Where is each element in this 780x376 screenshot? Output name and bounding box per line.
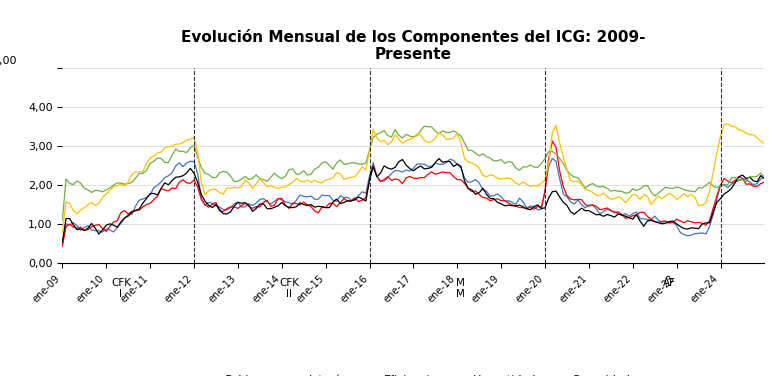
Interés [339,196,349,201]
Gobierno [58,240,67,245]
Honestidad [588,181,597,186]
Gobierno [339,196,349,200]
Interés [548,139,557,143]
Interés [58,244,67,248]
Text: CFK: CFK [111,278,131,288]
Interés [588,203,597,207]
Gobierno [588,203,597,207]
Line: Honestidad: Honestidad [62,126,764,220]
Text: 5,00: 5,00 [0,56,16,66]
Gobierno [222,208,232,212]
Title: Evolución Mensual de los Componentes del ICG: 2009-
Presente: Evolución Mensual de los Componentes del… [181,29,646,62]
Text: II: II [286,289,292,299]
Eficiencia [584,208,594,213]
Capacidad [584,188,594,193]
Capacidad [493,176,502,180]
Honestidad [222,170,232,174]
Capacidad [222,186,232,191]
Legend: Gobierno, Interés, Eficiencia, Honestidad, Capacidad: Gobierno, Interés, Eficiencia, Honestida… [192,370,635,376]
Interés [314,211,323,215]
Honestidad [314,165,323,170]
Honestidad [760,175,769,179]
Gobierno [493,192,502,196]
Eficiencia [314,204,323,209]
Text: I: I [119,289,122,299]
Eficiencia [434,156,444,161]
Capacidad [58,230,67,235]
Gobierno [760,175,769,179]
Capacidad [314,180,323,185]
Interés [760,180,769,185]
Eficiencia [760,176,769,181]
Capacidad [760,141,769,146]
Line: Interés: Interés [62,141,764,246]
Honestidad [496,157,505,162]
Interés [222,206,232,211]
Gobierno [584,203,594,208]
Text: M: M [456,289,466,299]
Eficiencia [339,200,349,205]
Line: Capacidad: Capacidad [62,124,764,232]
Interés [493,197,502,201]
Eficiencia [496,202,505,206]
Honestidad [584,183,594,188]
Eficiencia [58,240,67,244]
Honestidad [58,218,67,222]
Line: Eficiencia: Eficiencia [62,159,764,242]
Honestidad [339,162,349,167]
Eficiencia [222,212,232,216]
Text: CFK: CFK [279,278,299,288]
Honestidad [420,124,429,128]
Capacidad [580,187,590,192]
Line: Gobierno: Gobierno [62,159,764,243]
Text: M: M [456,278,466,288]
Text: AF: AF [663,278,675,288]
Interés [584,204,594,208]
Eficiencia [588,211,597,215]
Capacidad [723,121,732,126]
Capacidad [339,177,349,182]
Gobierno [314,197,323,202]
Gobierno [548,156,557,161]
